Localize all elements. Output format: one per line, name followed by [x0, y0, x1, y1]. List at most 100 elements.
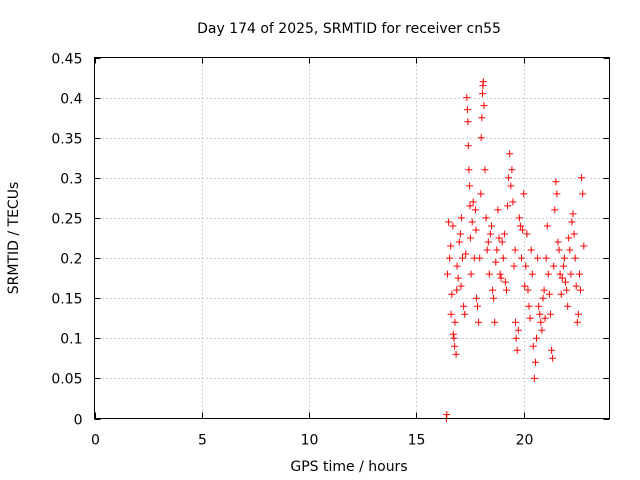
- data-point: [452, 350, 460, 358]
- data-point: [570, 230, 578, 238]
- data-point: [460, 302, 468, 310]
- data-point: [537, 318, 545, 326]
- data-point: [536, 310, 544, 318]
- data-point: [535, 302, 543, 310]
- data-point: [544, 270, 552, 278]
- data-point: [508, 166, 516, 174]
- data-point: [457, 214, 465, 222]
- axis-ticks: 0 0.05 0.1 0.15 0.2 0.25 0.3 0.35 0.4 0.45 0 5 10 15 2…: [51, 52, 610, 449]
- x-axis-label: GPS time / hours: [290, 459, 407, 475]
- data-point: [481, 166, 489, 174]
- data-point: [463, 94, 471, 102]
- data-point: [466, 202, 474, 210]
- data-point: [479, 90, 486, 98]
- data-point: [478, 114, 486, 122]
- data-point: [477, 134, 485, 142]
- data-point: [543, 222, 551, 230]
- data-point: [465, 166, 473, 174]
- y-tick-label: 0.1: [60, 332, 82, 348]
- data-point: [551, 206, 559, 214]
- data-point: [486, 230, 494, 238]
- data-point: [545, 290, 553, 298]
- data-point: [523, 230, 531, 238]
- data-point: [473, 294, 480, 302]
- data-point: [542, 254, 550, 262]
- data-point: [484, 238, 492, 246]
- data-point: [554, 238, 562, 246]
- data-point: [534, 254, 542, 262]
- data-point: [448, 290, 456, 298]
- data-point: [507, 182, 515, 190]
- data-point: [574, 310, 582, 318]
- data-point: [490, 294, 498, 302]
- data-point: [482, 214, 490, 222]
- data-point: [471, 206, 479, 214]
- data-point: [515, 214, 523, 222]
- data-point: [489, 286, 497, 294]
- x-tick-label: 15: [408, 433, 426, 449]
- data-point: [472, 226, 480, 234]
- data-point: [488, 222, 495, 230]
- data-point: [491, 318, 499, 326]
- data-point: [497, 274, 505, 282]
- data-point: [451, 318, 459, 326]
- data-point: [446, 254, 454, 262]
- data-point: [462, 250, 470, 258]
- data-point: [496, 270, 504, 278]
- data-point: [550, 262, 558, 270]
- data-point: [516, 222, 524, 230]
- data-point: [495, 234, 503, 242]
- data-point: [553, 190, 561, 198]
- data-point: [548, 346, 556, 354]
- data-point: [477, 190, 485, 198]
- data-point: [464, 142, 472, 150]
- data-point: [565, 234, 573, 242]
- data-point: [525, 302, 533, 310]
- data-point: [483, 246, 491, 254]
- data-point: [449, 222, 457, 230]
- data-point: [445, 218, 453, 226]
- data-point: [485, 270, 493, 278]
- data-point: [528, 270, 536, 278]
- x-tick-label: 10: [301, 433, 319, 449]
- data-point: [549, 354, 557, 362]
- data-point: [559, 262, 567, 270]
- data-point: [475, 318, 483, 326]
- data-point: [503, 286, 510, 294]
- data-point: [457, 282, 465, 290]
- data-point: [492, 258, 500, 266]
- y-tick-label: 0.35: [51, 132, 82, 148]
- data-point: [560, 254, 568, 262]
- data-point: [567, 270, 575, 278]
- data-point: [459, 254, 466, 262]
- data-point: [468, 218, 476, 226]
- data-point: [443, 411, 451, 418]
- data-point: [499, 254, 507, 262]
- data-point: [506, 150, 514, 158]
- data-point: [476, 254, 484, 262]
- data-point: [456, 230, 464, 238]
- data-point: [449, 330, 457, 338]
- data-point: [580, 242, 588, 250]
- y-tick-label: 0.25: [51, 212, 82, 228]
- data-point: [453, 286, 461, 294]
- data-point: [564, 302, 572, 310]
- data-point: [501, 278, 509, 286]
- data-point: [479, 78, 487, 86]
- data-point: [461, 310, 469, 318]
- data-point: [563, 286, 571, 294]
- data-point: [571, 254, 579, 262]
- data-point: [556, 270, 564, 278]
- data-points: [442, 78, 588, 422]
- data-point: [512, 334, 520, 342]
- data-point: [447, 242, 455, 250]
- data-point: [579, 190, 587, 198]
- data-point: [576, 270, 583, 278]
- y-tick-label: 0.2: [60, 252, 82, 268]
- chart-title: Day 174 of 2025, SRMTID for receiver cn5…: [197, 21, 501, 37]
- data-point: [464, 118, 472, 126]
- data-point: [541, 314, 549, 322]
- x-tick-label: 20: [516, 433, 534, 449]
- data-point: [493, 246, 501, 254]
